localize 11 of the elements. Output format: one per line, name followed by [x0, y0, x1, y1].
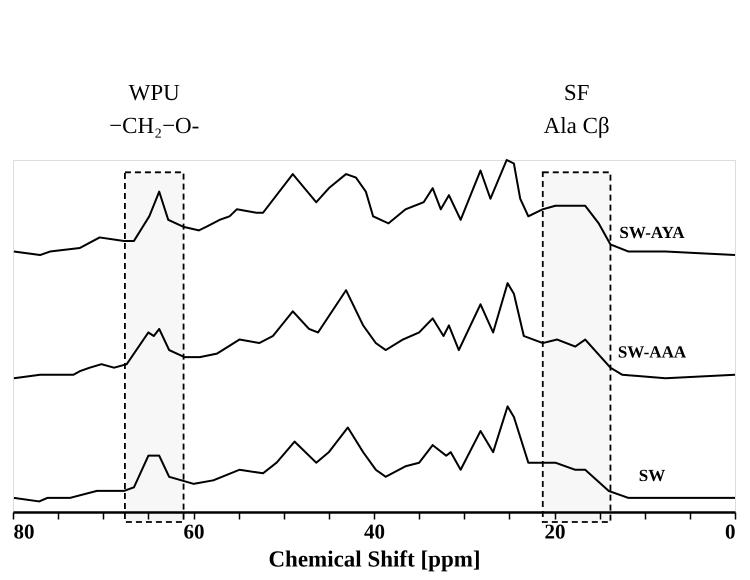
x-tick-label: 80 — [14, 520, 34, 544]
x-axis-title: Chemical Shift [ppm] — [268, 546, 481, 572]
x-tick-label: 20 — [544, 520, 566, 544]
series-label: SW-AYA — [619, 223, 686, 242]
series-label: SW-AAA — [618, 342, 687, 362]
x-tick-label: 0 — [725, 520, 736, 544]
x-tick-label: 60 — [184, 520, 204, 544]
x-tick-label: 40 — [364, 520, 385, 544]
series-label: SW — [638, 466, 666, 485]
band-label: SF Ala Cβ — [544, 80, 610, 138]
band-label: WPU −CH₂−O- — [109, 80, 200, 138]
